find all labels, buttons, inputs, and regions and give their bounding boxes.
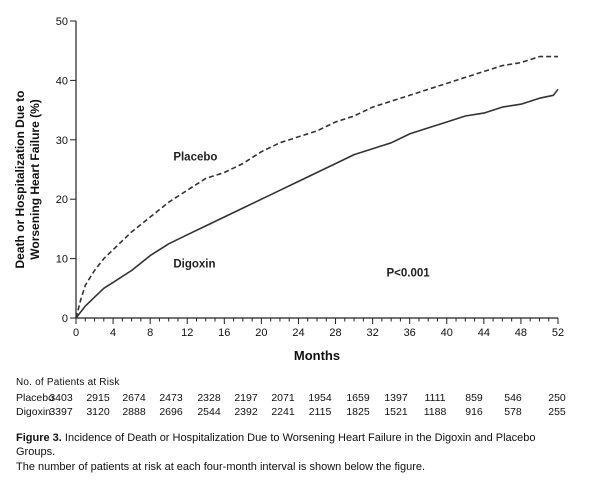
risk-value: 2115 [308,406,332,418]
risk-value: 2473 [159,392,183,404]
risk-row-label: Digoxin [16,406,52,418]
risk-value: 1188 [423,406,447,418]
y-tick-label: 50 [56,16,68,28]
risk-value: 1954 [308,392,332,404]
risk-value: 2888 [122,406,146,418]
risk-value: 255 [548,406,566,418]
x-tick-label: 28 [329,327,341,339]
risk-value: 2328 [197,392,221,404]
risk-value: 578 [504,406,522,418]
risk-value: 1825 [346,406,370,418]
x-tick-label: 20 [255,327,267,339]
risk-value: 916 [465,406,483,418]
y-tick-label: 30 [56,135,68,147]
x-axis-label: Months [294,348,340,363]
risk-value: 250 [548,392,566,404]
risk-value: 2392 [234,406,258,418]
x-tick-label: 0 [73,327,79,339]
chart-annotation: P<0.001 [387,267,431,279]
x-tick-label: 36 [404,327,416,339]
risk-value: 546 [504,392,522,404]
y-axis-label-line: Death or Hospitalization Due to [13,90,27,268]
risk-value: 1659 [346,392,370,404]
x-tick-label: 8 [147,327,153,339]
risk-value: 2197 [234,392,258,404]
chart-annotation: Digoxin [173,259,215,271]
risk-value: 1521 [384,406,408,418]
series-line-digoxin [75,88,559,319]
x-tick-label: 12 [181,327,193,339]
risk-value: 3120 [86,406,110,418]
y-axis-label-line: Worsening Heart Failure (%) [28,99,42,259]
figure-label: Figure 3. [16,432,62,444]
y-tick-label: 10 [56,254,68,266]
y-tick-label: 20 [56,194,68,206]
figure-note: The number of patients at risk at each f… [16,461,426,473]
x-tick-label: 52 [552,327,564,339]
risk-value: 2544 [197,406,221,418]
x-tick-label: 4 [110,327,116,339]
x-tick-label: 48 [515,327,527,339]
y-tick-label: 40 [56,75,68,87]
figure-caption-text: Incidence of Death or Hospitalization Du… [16,432,536,458]
risk-value: 1111 [424,392,446,404]
x-tick-label: 24 [292,327,304,339]
risk-row-placebo: Placebo 3403 2915 2674 2473 2328 2197 20… [16,392,576,406]
x-tick-label: 44 [478,327,490,339]
risk-value: 3403 [49,392,73,404]
chart-annotation: Placebo [173,152,217,164]
risk-value: 2674 [122,392,146,404]
risk-value: 2915 [86,392,110,404]
series-line-placebo [75,55,558,319]
risk-value: 3397 [49,406,73,418]
risk-row-digoxin: Digoxin 3397 3120 2888 2696 2544 2392 22… [16,406,576,420]
risk-row-label: Placebo [16,392,54,404]
risk-table-title: No. of Patients at Risk [16,377,120,388]
risk-value: 2696 [159,406,183,418]
x-tick-label: 40 [441,327,453,339]
risk-value: 859 [465,392,483,404]
chart-plot: 0 4 8 12 16 20 24 28 32 36 40 44 48 5201020304050Mont… [13,16,564,363]
x-tick-label: 16 [218,327,230,339]
risk-value: 2241 [271,406,295,418]
x-tick-label: 32 [366,327,378,339]
y-tick-label: 0 [62,313,68,325]
figure-caption: Figure 3. Incidence of Death or Hospital… [16,431,576,459]
risk-value: 1397 [384,392,408,404]
risk-value: 2071 [271,392,295,404]
